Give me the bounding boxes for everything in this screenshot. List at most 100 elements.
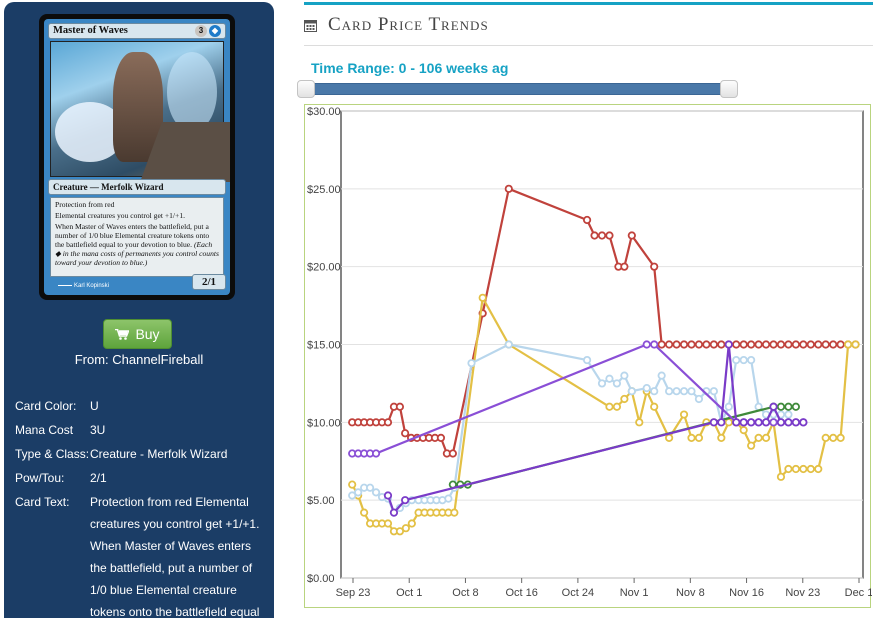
- data-point: [642, 383, 651, 393]
- y-tick-label: $30.00: [307, 106, 341, 118]
- data-point: [694, 394, 704, 404]
- data-point: [665, 340, 674, 349]
- buy-button-label: Buy: [135, 326, 160, 342]
- spec-value: 2/1: [90, 471, 107, 485]
- spec-row-mana-cost: Mana Cost 3U: [15, 422, 270, 438]
- spec-row-pow-tou: Pow/Tou: 2/1: [15, 470, 270, 486]
- y-tick-label: $5.00: [307, 495, 335, 507]
- data-point: [657, 371, 666, 380]
- data-point: [371, 449, 381, 458]
- data-point: [732, 355, 741, 365]
- card-ability-1: Protection from red: [55, 200, 115, 209]
- data-point: [687, 340, 696, 349]
- data-point: [814, 340, 823, 349]
- data-point: [620, 394, 629, 404]
- data-point: [761, 418, 771, 427]
- data-point: [709, 387, 718, 396]
- x-tick-label: Nov 16: [729, 587, 764, 599]
- price-chart-svg: $0.00 $5.00 $10.00 $15.00 $20.00 $25.00 $30.00…: [307, 106, 872, 599]
- data-point: [836, 433, 845, 442]
- data-point: [784, 402, 793, 411]
- x-tick-label: Oct 8: [452, 587, 478, 599]
- slider-handle-end[interactable]: [720, 80, 738, 98]
- card-reminder-text: (Each ◆ in the mana costs of permanents …: [55, 240, 219, 267]
- data-point: [395, 527, 405, 536]
- data-point: [444, 494, 453, 503]
- slider-handle-start[interactable]: [297, 80, 315, 98]
- x-tick-label: Dec 1: [845, 587, 872, 599]
- data-point: [597, 231, 607, 240]
- card-rules-text: Protection from red Elemental creatures …: [50, 197, 224, 277]
- data-point: [829, 340, 838, 349]
- data-point: [694, 433, 704, 442]
- data-point: [843, 340, 853, 349]
- card-type-line: Creature — Merfolk Wizard: [48, 179, 226, 195]
- data-point: [389, 508, 399, 517]
- data-point: [739, 426, 748, 435]
- data-point: [769, 402, 778, 411]
- data-point: [769, 340, 778, 349]
- data-point: [799, 418, 808, 427]
- card-ability-3-text: When Master of Waves enters the battlefi…: [55, 222, 210, 249]
- data-point: [799, 464, 808, 474]
- x-tick-label: Sep 23: [336, 587, 371, 599]
- data-point: [354, 488, 363, 497]
- data-point: [754, 433, 763, 442]
- calendar-icon: [304, 19, 317, 32]
- data-point: [791, 418, 800, 427]
- data-point: [620, 262, 629, 271]
- data-point: [478, 293, 487, 302]
- data-point: [590, 231, 599, 240]
- data-point: [365, 483, 375, 492]
- data-point: [450, 508, 459, 517]
- data-point: [504, 184, 513, 193]
- card-artist: Karl Kopinski: [58, 283, 109, 289]
- data-point: [401, 524, 410, 533]
- data-point: [597, 379, 607, 388]
- data-point: [724, 418, 733, 427]
- spec-row-color: Card Color: U: [15, 398, 270, 414]
- data-point: [348, 491, 357, 500]
- data-point: [814, 464, 823, 474]
- data-point: [784, 464, 793, 474]
- card-artwork: [50, 41, 230, 182]
- heading-divider: [304, 45, 873, 46]
- data-point: [650, 387, 659, 396]
- data-point: [627, 231, 636, 240]
- data-point: [687, 433, 696, 442]
- data-point: [739, 340, 748, 349]
- data-point: [582, 355, 592, 365]
- data-point: [791, 402, 800, 411]
- data-point: [679, 387, 689, 396]
- x-tick-label: Oct 24: [562, 587, 594, 599]
- data-point: [791, 464, 800, 474]
- card-ability-2: Elemental creatures you control get +1/+…: [55, 211, 186, 220]
- spec-label: Card Color:: [15, 399, 77, 413]
- vendor-label: From: ChannelFireball: [74, 352, 204, 367]
- mana-cost: 3 ◆: [195, 25, 221, 37]
- spec-value: Creature - Merfolk Wizard: [90, 447, 228, 461]
- data-point: [717, 340, 726, 349]
- card-sidebar: Master of Waves 3 ◆ Creature — Merfolk W…: [4, 2, 274, 618]
- data-point: [407, 519, 416, 528]
- spec-value: Protection from red Elemental creatures …: [90, 495, 260, 618]
- brush-icon: [58, 284, 72, 286]
- data-point: [582, 215, 592, 225]
- data-point: [665, 433, 674, 442]
- data-point: [672, 340, 681, 349]
- data-point: [776, 418, 786, 427]
- card-ability-3: When Master of Waves enters the battlefi…: [55, 222, 219, 267]
- data-point: [776, 472, 786, 481]
- data-point: [371, 488, 381, 497]
- buy-button[interactable]: Buy: [103, 319, 172, 349]
- data-point: [635, 418, 644, 427]
- x-tick-label: Oct 16: [505, 587, 537, 599]
- spec-label: Pow/Tou:: [15, 471, 65, 485]
- y-tick-label: $15.00: [307, 340, 341, 352]
- data-point: [821, 340, 830, 349]
- spec-value: 3U: [90, 423, 106, 437]
- data-point: [504, 340, 513, 349]
- data-point: [401, 496, 410, 505]
- data-point: [784, 418, 793, 427]
- time-range-slider[interactable]: [298, 83, 738, 95]
